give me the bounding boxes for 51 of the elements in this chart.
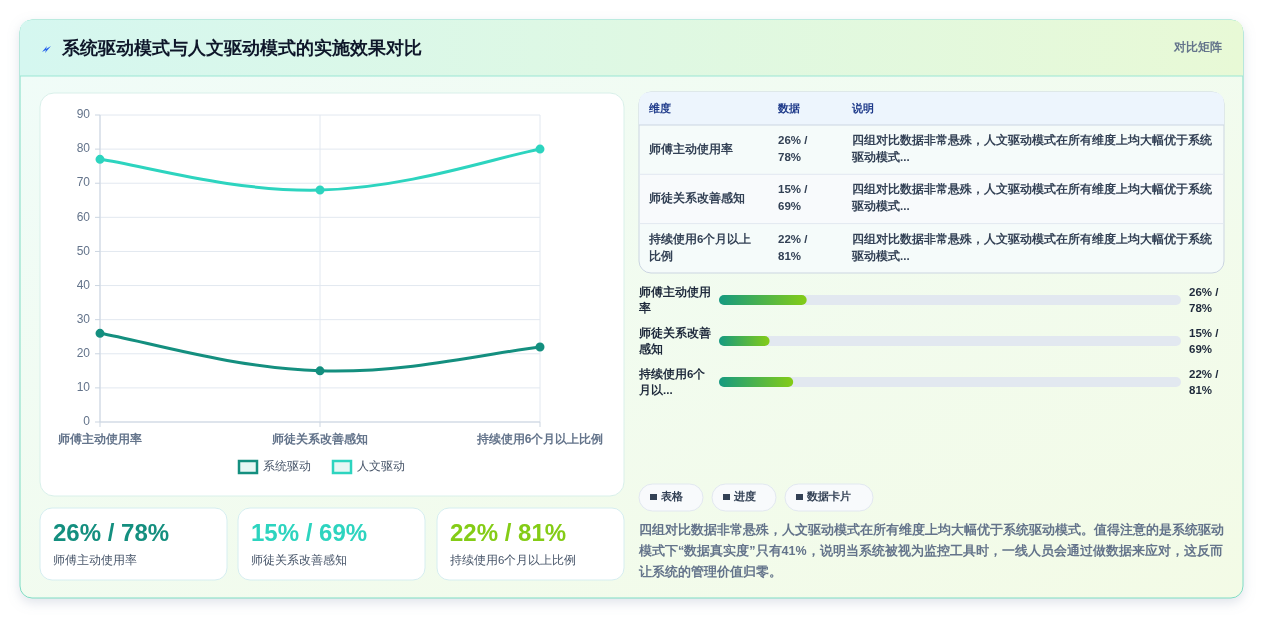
x-tick-label: 师傅主动使用率 bbox=[57, 432, 142, 447]
y-tick-label: 80 bbox=[76, 141, 91, 156]
category-label: 持续使用6个月以上比例 bbox=[450, 554, 577, 567]
category-label: 表格 bbox=[660, 490, 684, 503]
category-label: 师傅主动使用率 bbox=[649, 142, 733, 155]
y-tick-label: 50 bbox=[76, 243, 91, 258]
point bbox=[535, 342, 545, 352]
text: 对比矩阵 bbox=[1173, 40, 1222, 55]
point bbox=[95, 154, 105, 164]
data-label: 26% / 78% bbox=[1189, 286, 1220, 315]
text: 15% / 69% bbox=[778, 183, 808, 213]
legend-label: 系统驱动 bbox=[263, 459, 311, 474]
y-tick-label: 40 bbox=[76, 277, 91, 292]
point bbox=[315, 185, 325, 195]
category-label: 师徒关系改善感知 bbox=[251, 553, 347, 567]
text: 22% / 81% bbox=[450, 519, 567, 547]
text: 四组对比数据非常悬殊，人文驱动模式在所有维度上均大幅优于系统驱动模式。值得注意的是系统驱动模式下“数据真实度”只有41%，说明当系统被视为监控工具时，一线人员会通过做数据来应对，这反而让系统的管理价值归零。 bbox=[638, 522, 1224, 580]
x-tick-label: 师徒关系改善感知 bbox=[271, 432, 368, 447]
point bbox=[535, 144, 545, 154]
category-label: 数据 bbox=[777, 101, 800, 114]
text: 26% / 78% bbox=[778, 134, 808, 164]
text: 22% / 81% bbox=[778, 232, 808, 262]
y-tick-label: 师徒关系改善感知 bbox=[638, 326, 711, 356]
text: 26% / 78% bbox=[53, 519, 170, 547]
y-tick-label: 持续使用6个月以... bbox=[638, 367, 707, 397]
category-label: 师徒关系改善感知 bbox=[649, 191, 745, 204]
y-tick-label: 70 bbox=[76, 175, 91, 190]
data-label: 15% / 69% bbox=[1189, 327, 1220, 356]
y-tick-label: 师傅主动使用率 bbox=[638, 285, 711, 315]
legend-label: 人文驱动 bbox=[357, 459, 405, 474]
y-tick-label: 0 bbox=[83, 414, 91, 429]
text: 四组对比数据非常悬殊，人文驱动模式在所有维度上均大幅优于系统驱动模式... bbox=[852, 134, 1212, 164]
y-tick-label: 90 bbox=[76, 107, 91, 122]
category-label: 维度 bbox=[648, 101, 671, 114]
x-tick-label: 持续使用6个月以上比例 bbox=[475, 432, 604, 447]
category-label: 持续使用6个月以上比例 bbox=[649, 232, 752, 262]
category-label: 师傅主动使用率 bbox=[53, 553, 137, 567]
y-tick-label: 10 bbox=[76, 380, 91, 395]
y-tick-label: 20 bbox=[76, 345, 91, 360]
point bbox=[95, 328, 105, 338]
text: 四组对比数据非常悬殊，人文驱动模式在所有维度上均大幅优于系统驱动模式... bbox=[852, 232, 1212, 262]
point bbox=[315, 366, 325, 376]
y-tick-label: 30 bbox=[76, 311, 91, 326]
y-tick-label: 60 bbox=[76, 209, 91, 224]
category-label: 说明 bbox=[851, 101, 874, 114]
category-label: 进度 bbox=[733, 490, 756, 503]
data-label: 22% / 81% bbox=[1189, 368, 1220, 397]
text: 系统驱动模式与人文驱动模式的实施效果对比 bbox=[61, 37, 422, 58]
text: 15% / 69% bbox=[251, 519, 368, 547]
category-label: 数据卡片 bbox=[806, 490, 851, 503]
text: 四组对比数据非常悬殊，人文驱动模式在所有维度上均大幅优于系统驱动模式... bbox=[852, 183, 1212, 213]
